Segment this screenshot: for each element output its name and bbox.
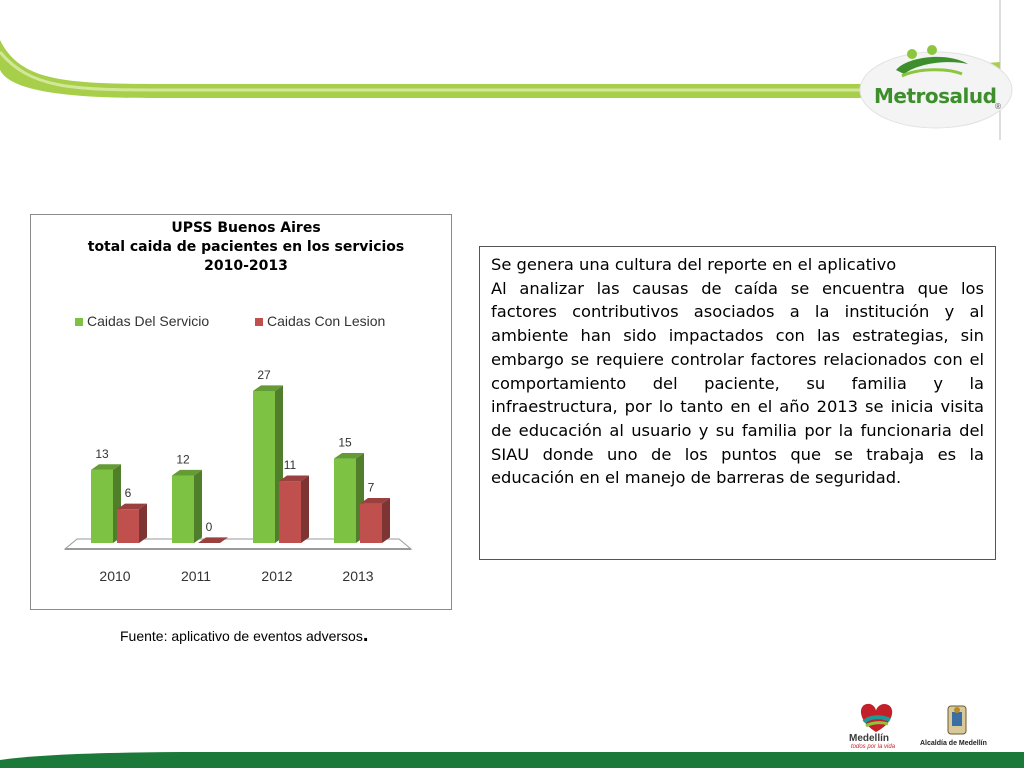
x-tick-label-2012: 2012 <box>261 568 292 584</box>
bar-side-servicio-2011 <box>194 469 202 543</box>
bar-lesion-2010 <box>117 509 139 543</box>
description-paragraph-1: Se genera una cultura del reporte en el … <box>491 255 897 274</box>
chart-title-line-1: UPSS Buenos Aires <box>171 220 321 236</box>
metrosalud-logo-icon <box>859 45 1013 129</box>
bar-servicio-2013 <box>334 458 356 543</box>
legend-swatch-green <box>75 318 83 327</box>
data-label-servicio-2011: 12 <box>176 452 190 466</box>
logo-text: Metrosalud <box>874 84 997 108</box>
bar-servicio-2012 <box>253 391 275 543</box>
bar-side-lesion-2013 <box>382 497 390 543</box>
bar-side-lesion-2012 <box>301 475 309 543</box>
data-label-lesion-2013: 7 <box>368 481 375 495</box>
bar-top-servicio-2010 <box>91 464 121 470</box>
source-text: Fuente: aplicativo de eventos adversos <box>120 628 363 644</box>
logo-registered-mark: ® <box>994 102 1002 111</box>
bar-chart: 13 6 2010 12 0 2011 27 11 2012 15 7 2013 <box>63 368 413 584</box>
medellin-tagline: todos por la vida <box>851 744 896 750</box>
medellin-heart-icon <box>860 703 893 732</box>
bar-top-lesion-2011 <box>198 537 228 543</box>
data-label-servicio-2012: 27 <box>257 368 271 382</box>
chart-title-line-2: total caida de pacientes en los servicio… <box>87 239 405 255</box>
data-label-servicio-2013: 15 <box>338 436 352 450</box>
bar-top-lesion-2013 <box>360 497 390 504</box>
data-label-lesion-2010: 6 <box>125 486 132 500</box>
bar-lesion-2013 <box>360 503 382 543</box>
legend-item-series-1: Caidas Del Servicio <box>75 313 209 329</box>
data-label-lesion-2011: 0 <box>206 520 213 534</box>
source-note: Fuente: aplicativo de eventos adversos. <box>120 624 368 647</box>
alcaldia-emblem-icon <box>947 705 967 735</box>
bar-side-lesion-2010 <box>139 503 147 543</box>
chart-title-line-3: 2010-2013 <box>204 258 288 274</box>
description-box: Se genera una cultura del reporte en el … <box>479 246 996 560</box>
bar-top-servicio-2012 <box>253 385 283 391</box>
x-tick-label-2013: 2013 <box>342 568 373 584</box>
bar-servicio-2011 <box>172 475 194 543</box>
description-paragraph-2: Al analizar las causas de caída se encue… <box>491 278 984 488</box>
source-period: . <box>362 624 369 646</box>
legend-label-series-1: Caidas Del Servicio <box>87 313 210 329</box>
x-tick-label-2011: 2011 <box>181 568 211 584</box>
chart-panel: UPSS Buenos Aires total caida de pacient… <box>30 214 452 610</box>
bar-servicio-2010 <box>91 469 113 543</box>
legend-label-series-2: Caidas Con Lesion <box>267 313 386 329</box>
data-label-servicio-2010: 13 <box>95 447 109 461</box>
medellin-name: Medellín <box>849 733 890 744</box>
bar-top-servicio-2011 <box>172 469 202 476</box>
bar-top-lesion-2012 <box>279 475 309 482</box>
x-tick-label-2010: 2010 <box>99 568 130 584</box>
bar-top-servicio-2013 <box>334 452 364 459</box>
data-label-lesion-2012: 11 <box>284 458 297 472</box>
bar-lesion-2012 <box>279 481 301 543</box>
metrosalud-logo: Metrosalud ® <box>858 30 1018 130</box>
alcaldia-name: Alcaldía de Medellín <box>920 740 987 747</box>
footer-bar <box>0 752 1024 768</box>
legend-item-series-2: Caidas Con Lesion <box>255 313 385 329</box>
bar-top-lesion-2010 <box>117 503 147 510</box>
chart-title: UPSS Buenos Aires total caida de pacient… <box>31 219 461 276</box>
legend-swatch-red <box>255 318 263 327</box>
